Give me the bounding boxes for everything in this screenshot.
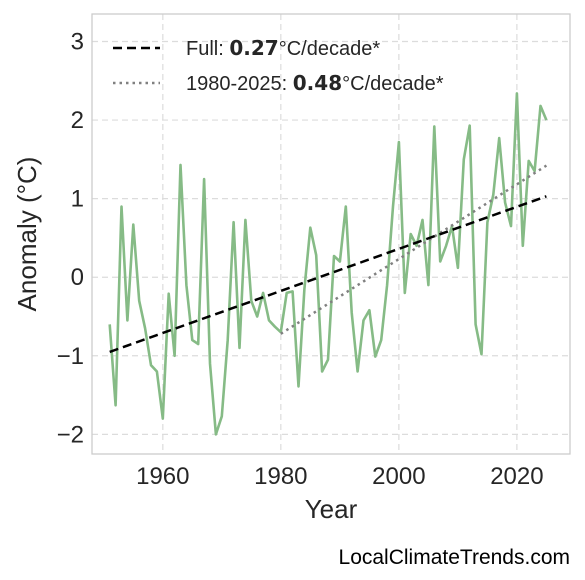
y-tick-label: −1 [57,343,84,370]
x-axis-label: Year [305,494,358,524]
anomaly-series-line [108,92,548,436]
tick-labels: 1960 1980 2000 2020 −2 −1 0 1 2 3 [57,29,544,491]
recent-trend-line [280,164,548,335]
x-tick-label: 2000 [372,463,425,490]
legend-full-value: 0.27 [229,36,278,60]
y-axis-label: Anomaly (°C) [12,157,42,312]
legend-recent-prefix: 1980-2025: [186,73,293,95]
legend-full-suffix: °C/decade* [279,38,381,60]
x-tick-label: 1960 [136,463,189,490]
legend-recent-suffix: °C/decade* [342,73,444,95]
y-tick-label: 1 [71,186,84,213]
y-tick-label: 0 [71,264,84,291]
full-trend-line [109,195,547,354]
y-tick-label: 3 [71,29,84,56]
series-layer [108,92,548,436]
legend: Full: 0.27°C/decade* 1980-2025: 0.48°C/d… [113,36,444,95]
x-tick-label: 1980 [254,463,307,490]
legend-recent-value: 0.48 [293,71,342,95]
plot-frame [91,13,571,455]
legend-label-1980-2025: 1980-2025: 0.48°C/decade* [186,71,444,95]
legend-label-full: Full: 0.27°C/decade* [186,36,380,60]
source-credit: LocalClimateTrends.com [338,546,570,569]
y-tick-label: −2 [57,421,84,448]
grid [92,14,570,454]
x-tick-label: 2020 [490,463,543,490]
legend-full-prefix: Full: [186,38,229,60]
y-tick-label: 2 [71,107,84,134]
